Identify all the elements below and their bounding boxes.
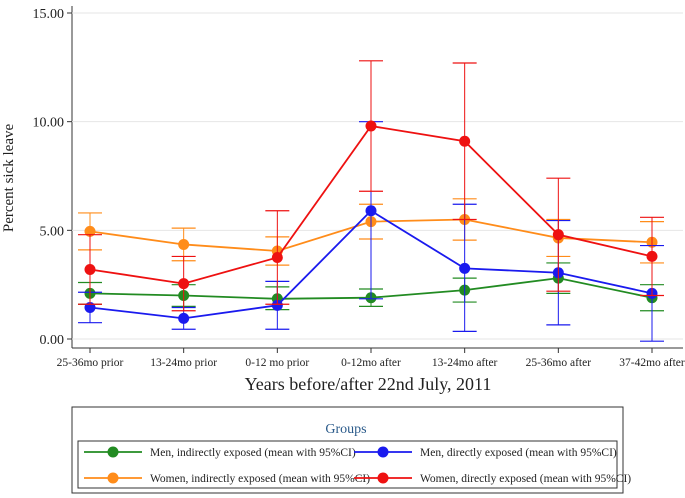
x-axis-title: Years before/after 22nd July, 2011 [245, 374, 492, 394]
legend-marker [107, 472, 119, 484]
y-tick-label: 15.00 [33, 7, 65, 22]
legend-label: Women, directly exposed (mean with 95%CI… [420, 473, 631, 485]
data-point [271, 252, 283, 263]
x-tick-label: 0-12mo after [341, 357, 401, 369]
gridlines [72, 12, 683, 340]
data-point [646, 250, 658, 262]
data-point [178, 312, 190, 324]
data-point [459, 262, 471, 274]
legend-label: Men, directly exposed (mean with 95%CI) [420, 447, 617, 459]
legend: Groups Men, indirectly exposed (mean wit… [71, 406, 631, 494]
legend-item-2: Men, directly exposed (mean with 95%CI) [354, 446, 617, 459]
x-tick-label: 0-12 mo prior [245, 357, 309, 369]
legend-marker [377, 446, 389, 458]
y-tick-label: 10.00 [33, 116, 65, 131]
y-tick-label: 0.00 [40, 333, 65, 348]
x-tick-label: 13-24mo after [432, 357, 498, 369]
series-4 [78, 60, 664, 312]
y-axis-title: Percent sick leave [1, 124, 17, 233]
data-point [84, 263, 96, 275]
data-point [178, 278, 190, 290]
legend-label: Men, indirectly exposed (mean with 95%CI… [150, 447, 356, 459]
data-point [365, 205, 377, 217]
x-axis: 25-36mo prior 13-24mo prior 0-12 mo prior 0… [57, 348, 685, 369]
data-point [178, 238, 190, 250]
x-tick-label: 25-36mo prior [57, 357, 124, 369]
data-point [365, 120, 377, 132]
series-layer [78, 60, 664, 342]
legend-title: Groups [325, 422, 366, 437]
data-point [459, 135, 471, 147]
plot-area [71, 6, 683, 349]
y-axis: 0.00 5.00 10.00 15.00 [33, 7, 72, 348]
data-point [552, 229, 564, 241]
legend-marker [377, 472, 389, 484]
x-tick-label: 13-24mo prior [150, 357, 217, 369]
legend-marker [107, 446, 119, 458]
y-tick-label: 5.00 [40, 224, 65, 239]
data-point [271, 299, 283, 311]
legend-item-3: Women, indirectly exposed (mean with 95%… [84, 472, 370, 485]
x-tick-label: 37-42mo after [619, 357, 685, 369]
legend-item-4: Women, directly exposed (mean with 95%CI… [354, 472, 631, 485]
legend-inner-box [77, 440, 618, 489]
x-tick-label: 25-36mo after [526, 357, 592, 369]
legend-label: Women, indirectly exposed (mean with 95%… [150, 473, 370, 485]
legend-item-1: Men, indirectly exposed (mean with 95%CI… [84, 446, 356, 459]
